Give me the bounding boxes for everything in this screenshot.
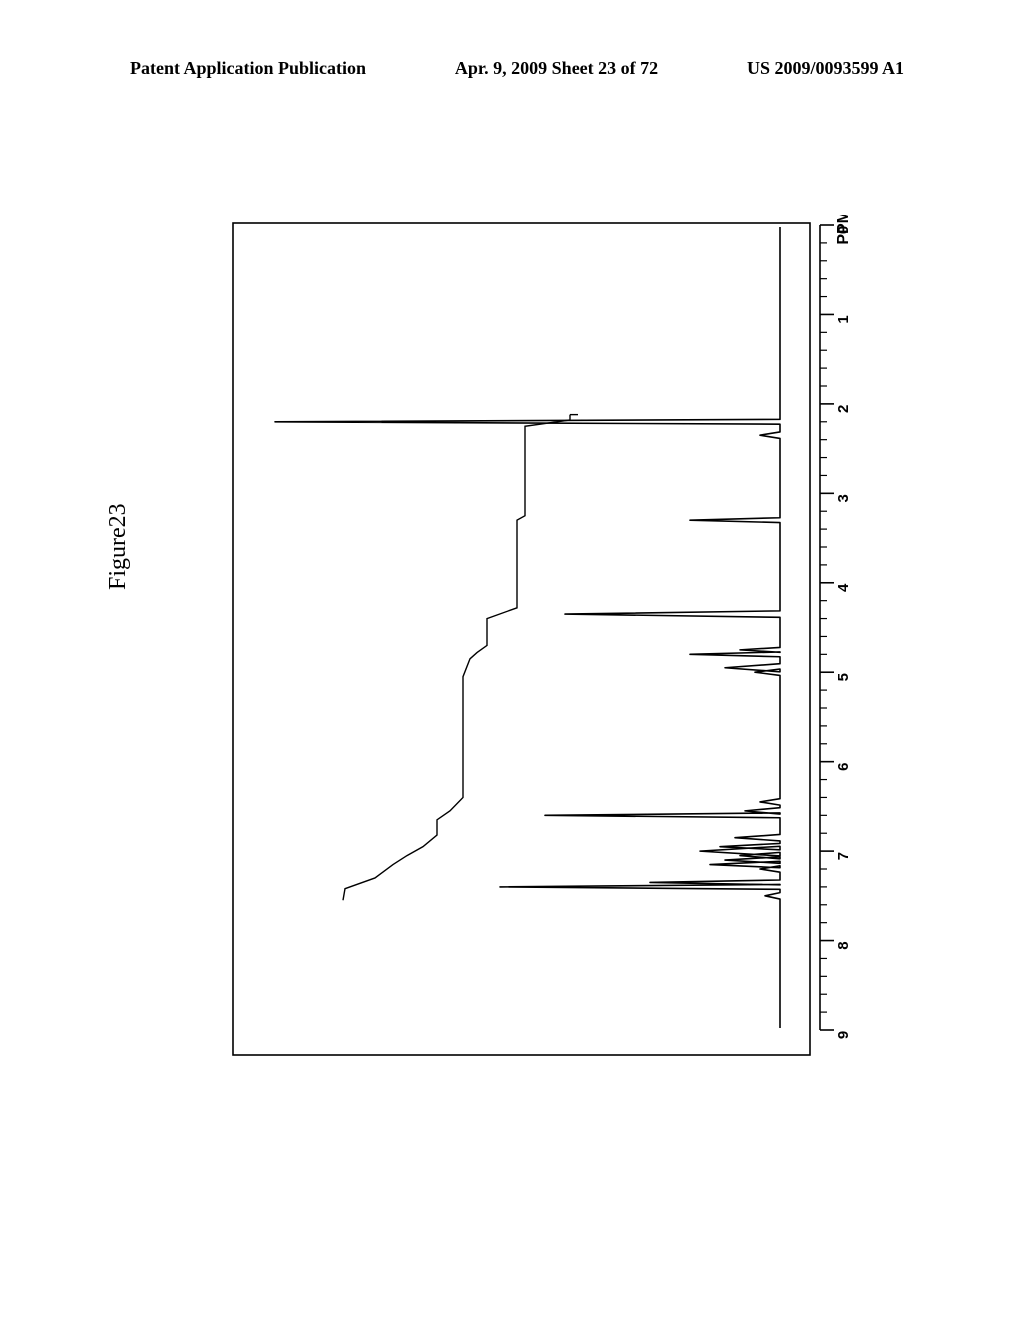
- nmr-svg: 0123456789PPM: [225, 215, 895, 1065]
- axis-tick-label: 6: [835, 762, 852, 770]
- nmr-chart: 0123456789PPM: [225, 215, 895, 1065]
- axis-tick-label: 8: [835, 941, 852, 949]
- axis-tick-label: 7: [835, 852, 852, 860]
- header-left: Patent Application Publication: [130, 58, 366, 79]
- header-center: Apr. 9, 2009 Sheet 23 of 72: [455, 58, 658, 79]
- figure-label: Figure23: [105, 503, 132, 590]
- axis-unit-label: PPM: [835, 215, 852, 245]
- axis-tick-label: 1: [835, 315, 852, 323]
- axis-tick-label: 9: [835, 1031, 852, 1039]
- axis-tick-label: 5: [835, 673, 852, 681]
- axis-tick-label: 4: [835, 583, 852, 592]
- axis-tick-label: 3: [835, 494, 852, 502]
- axis-tick-label: 2: [835, 405, 852, 413]
- header-right: US 2009/0093599 A1: [747, 58, 904, 79]
